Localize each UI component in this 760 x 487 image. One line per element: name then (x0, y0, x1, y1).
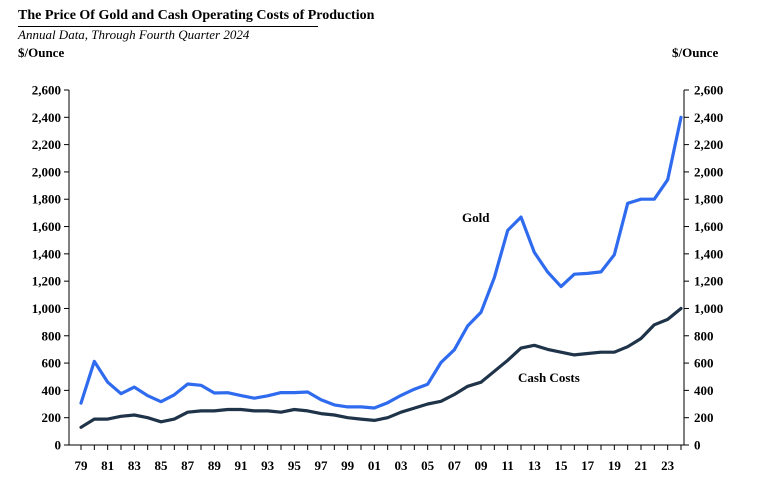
x-tick-label: 13 (528, 458, 542, 473)
y-tick-label-left: 1,600 (32, 219, 61, 234)
chart-subtitle: Annual Data, Through Fourth Quarter 2024 (18, 27, 250, 42)
annotation-cash-costs: Cash Costs (518, 370, 580, 385)
x-tick-label: 85 (155, 458, 169, 473)
x-tick-label: 01 (368, 458, 381, 473)
cash-costs-series-line (79, 306, 683, 429)
y-tick-label-right: 800 (694, 328, 714, 343)
x-tick-label: 95 (288, 458, 302, 473)
y-tick-label-right: 1,800 (694, 192, 723, 207)
x-tick-label: 99 (341, 458, 355, 473)
y-tick-label-right: 1,400 (694, 246, 723, 261)
y-axis-label-right: $/Ounce (672, 45, 719, 60)
x-tick-label: 91 (235, 458, 248, 473)
y-tick-label-left: 1,000 (32, 301, 61, 316)
y-tick-label-left: 1,800 (32, 192, 61, 207)
x-tick-label: 23 (661, 458, 675, 473)
y-tick-label-left: 1,400 (32, 246, 61, 261)
y-tick-label-right: 2,200 (694, 137, 723, 152)
x-tick-label: 97 (315, 458, 329, 473)
y-tick-label-right: 1,000 (694, 301, 723, 316)
gold-series-line (79, 115, 683, 410)
y-tick-label-left: 0 (55, 438, 62, 453)
y-tick-label-left: 2,400 (32, 110, 61, 125)
x-tick-label: 17 (581, 458, 595, 473)
y-tick-label-left: 2,600 (32, 83, 61, 98)
y-tick-label-right: 2,400 (694, 110, 723, 125)
x-tick-label: 07 (448, 458, 462, 473)
x-tick-label: 03 (395, 458, 409, 473)
y-tick-label-right: 400 (694, 383, 714, 398)
chart-title: The Price Of Gold and Cash Operating Cos… (18, 8, 375, 23)
x-tick-label: 81 (101, 458, 114, 473)
y-tick-label-left: 800 (42, 328, 62, 343)
x-tick-label: 21 (635, 458, 648, 473)
x-tick-label: 87 (181, 458, 195, 473)
y-tick-label-right: 2,000 (694, 164, 723, 179)
y-tick-label-left: 1,200 (32, 274, 61, 289)
y-tick-label-right: 2,600 (694, 83, 723, 98)
y-axis-label-left: $/Ounce (18, 45, 65, 60)
y-tick-label-right: 0 (694, 438, 701, 453)
x-tick-label: 89 (208, 458, 222, 473)
y-tick-label-left: 2,000 (32, 164, 61, 179)
y-tick-label-left: 600 (42, 356, 62, 371)
y-tick-label-right: 1,600 (694, 219, 723, 234)
x-tick-label: 83 (128, 458, 142, 473)
x-tick-label: 05 (421, 458, 435, 473)
x-tick-label: 19 (608, 458, 622, 473)
x-tick-label: 93 (261, 458, 275, 473)
title-divider (18, 26, 318, 27)
annotation-gold: Gold (462, 210, 490, 225)
y-tick-label-right: 200 (694, 410, 714, 425)
y-tick-label-left: 200 (42, 410, 62, 425)
y-tick-label-right: 600 (694, 356, 714, 371)
x-tick-label: 09 (475, 458, 489, 473)
x-tick-label: 15 (555, 458, 569, 473)
y-tick-label-left: 2,200 (32, 137, 61, 152)
y-tick-label-right: 1,200 (694, 274, 723, 289)
x-tick-label: 79 (75, 458, 89, 473)
y-tick-label-left: 400 (42, 383, 62, 398)
x-tick-label: 11 (502, 458, 514, 473)
